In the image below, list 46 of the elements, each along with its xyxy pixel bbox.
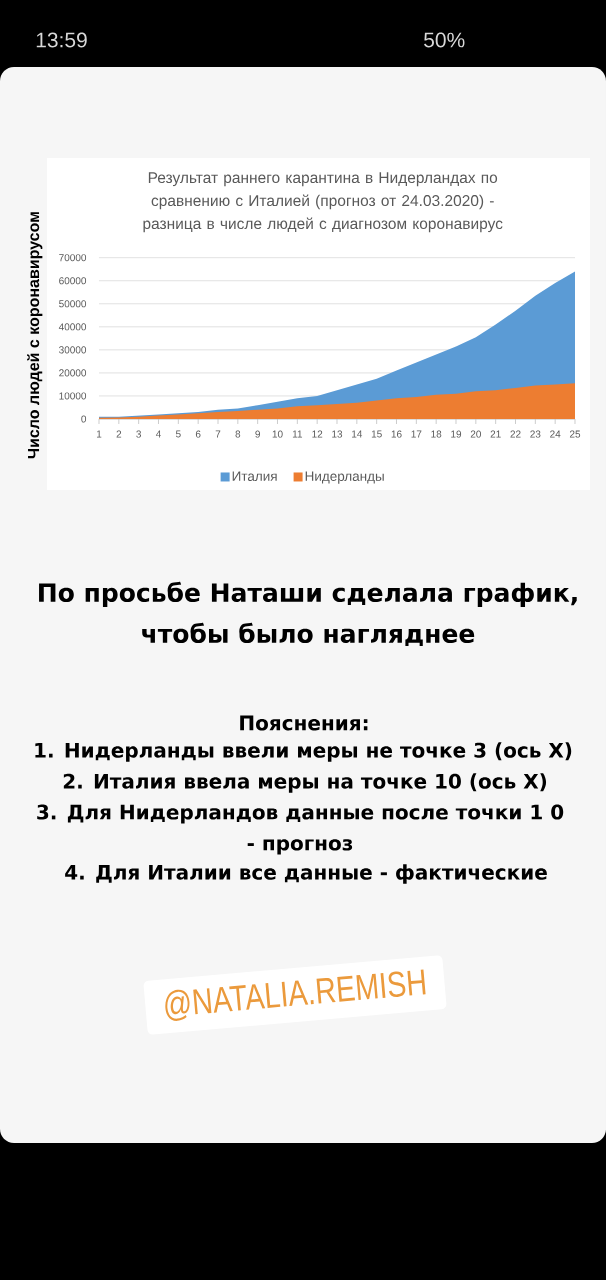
y-tick-label: 10000 (59, 392, 87, 400)
x-tick-label: 22 (510, 430, 521, 438)
x-tick-label: 23 (530, 430, 541, 438)
legend-label: Нидерланды (305, 471, 384, 484)
text: 1. Нидерланды ввели меры не точке 3 (ось X) (35, 742, 572, 762)
text: 3. Для Нидерландов данные после точки 1 0 - прогноз (37, 804, 564, 855)
y-tick-label: 70000 (59, 254, 87, 262)
x-tick-label: 14 (352, 430, 363, 438)
text: 4. Для Италии все данные - фактические (65, 864, 547, 884)
x-tick-label: 21 (490, 430, 501, 438)
y-tick-label: 20000 (59, 369, 87, 377)
chart-title: Результат раннего карантина в Нидерландах по сравнению с Италией (прогноз от 24.03.2020) - разница в числе людей с диагнозом коронавирус (143, 172, 503, 233)
x-tick-label: 4 (155, 430, 161, 438)
x-tick-label: 2 (116, 430, 122, 438)
x-tick-label: 18 (431, 430, 442, 438)
text: 2. Италия ввела меры на точке 10 (ось X) (63, 773, 547, 793)
x-tick-label: 3 (136, 430, 142, 438)
x-tick-label: 10 (272, 430, 283, 438)
text: Пояснения: (240, 715, 368, 731)
y-tick-label: 30000 (59, 346, 87, 354)
text: По просьбе Наташи сделала график, чтобы было нагляднее (39, 581, 577, 647)
x-tick-label: 5 (175, 430, 181, 438)
text: 13:59 (36, 32, 87, 48)
x-tick-label: 13 (332, 430, 343, 438)
text: @NATALIA.REMISH (165, 969, 426, 1021)
x-tick-label: 15 (371, 430, 382, 438)
x-tick-label: 19 (451, 430, 462, 438)
text: 50% (424, 32, 465, 48)
x-tick-label: 16 (391, 430, 402, 438)
y-axis-title: Число людей с коронавирусом (27, 212, 43, 459)
legend-label: Италия (232, 471, 277, 481)
y-tick-label: 40000 (58, 323, 87, 331)
x-tick-label: 11 (292, 430, 303, 438)
x-tick-label: 17 (411, 430, 422, 438)
x-tick-label: 8 (235, 430, 241, 438)
x-tick-label: 20 (470, 430, 482, 438)
x-tick-label: 24 (550, 430, 561, 438)
y-tick-label: 60000 (59, 277, 87, 285)
x-tick-label: 7 (215, 430, 221, 438)
x-tick-label: 6 (195, 430, 201, 438)
x-tick-label: 9 (255, 430, 260, 438)
y-tick-label: 0 (81, 415, 87, 423)
x-tick-label: 1 (96, 430, 102, 438)
x-tick-label: 25 (569, 430, 581, 438)
x-tick-label: 12 (312, 430, 323, 438)
y-tick-label: 50000 (59, 300, 87, 308)
